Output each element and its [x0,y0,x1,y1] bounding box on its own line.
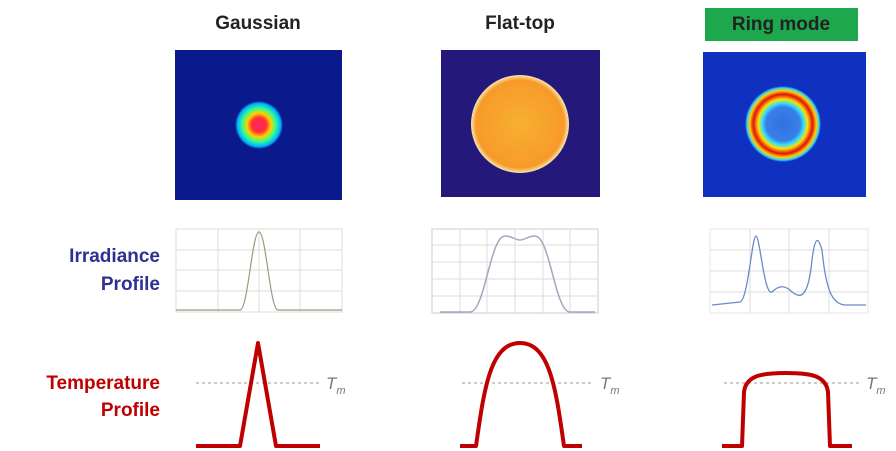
irradiance-plot [432,229,598,313]
text: m [876,385,885,397]
row-label: Profile [101,400,160,421]
melt-label: Tm [866,374,886,397]
text: m [610,385,619,397]
temperature-plot: Tm [722,373,886,446]
column-title: Flat-top [485,13,555,34]
row-label: Temperature [46,373,160,394]
slide: Gaussian Flat-top Ring mode Irradiance P… [0,0,896,451]
column-title: Ring mode [732,14,830,35]
beam-spot [471,75,569,173]
irradiance-plot [176,229,342,312]
text: m [336,385,345,397]
row-label: Irradiance [69,246,160,267]
beam-spot [745,86,821,162]
melt-label: Tm [326,374,346,397]
row-label: Profile [101,274,160,295]
beam-spot [235,101,283,149]
melt-label: Tm [600,374,620,397]
irradiance-plot [710,229,868,313]
temperature-plot: Tm [460,343,620,446]
temperature-plot: Tm [196,343,346,446]
column-title: Gaussian [215,13,301,34]
